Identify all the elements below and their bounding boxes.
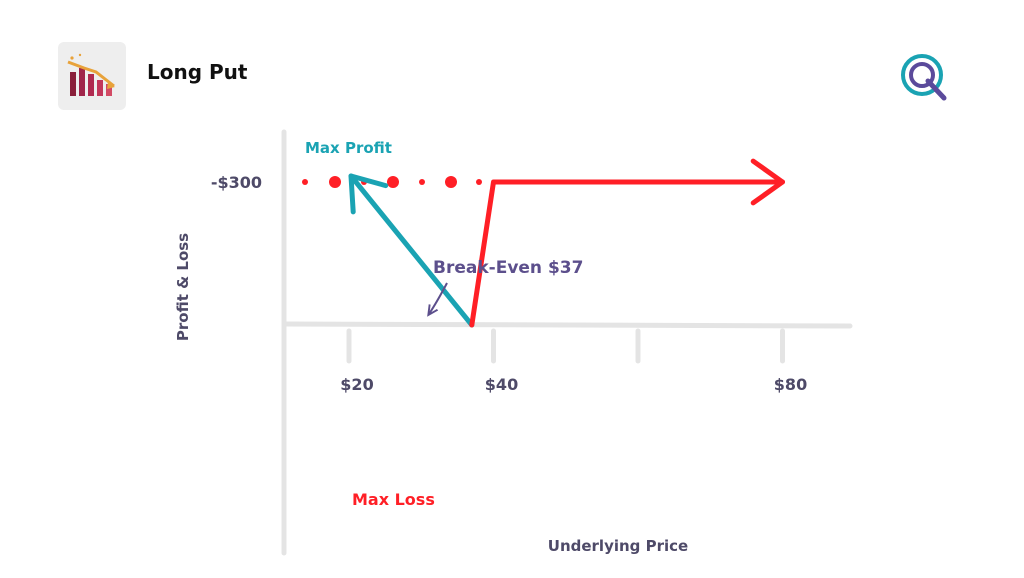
max-loss-dot xyxy=(387,176,399,188)
max-profit-label: Max Profit xyxy=(305,139,392,157)
break-even-pointer xyxy=(429,282,448,314)
profit-line xyxy=(348,173,475,328)
y-axis-title: Profit & Loss xyxy=(174,233,192,341)
y-tick-label: -$300 xyxy=(211,173,262,192)
max-loss-label: Max Loss xyxy=(352,490,435,509)
x-tick-label: $40 xyxy=(485,375,518,394)
break-even-label: Break-Even $37 xyxy=(433,258,583,278)
max-loss-dot xyxy=(302,179,308,185)
max-loss-dot xyxy=(329,176,341,188)
x-tick-label: $80 xyxy=(774,375,807,394)
max-loss-dot xyxy=(445,176,457,188)
max-loss-dot xyxy=(419,179,425,185)
app-icon xyxy=(58,42,126,110)
q-logo-icon xyxy=(898,51,950,103)
page-title: Long Put xyxy=(147,60,248,84)
x-tick-label: $20 xyxy=(340,375,373,394)
loss-line xyxy=(469,179,785,328)
x-axis xyxy=(281,321,853,329)
max-loss-dot xyxy=(476,179,482,185)
profit-arrowhead xyxy=(348,173,389,215)
x-axis-title: Underlying Price xyxy=(548,537,688,555)
bear-market-chart-icon xyxy=(67,53,115,96)
loss-arrowhead xyxy=(750,158,785,206)
